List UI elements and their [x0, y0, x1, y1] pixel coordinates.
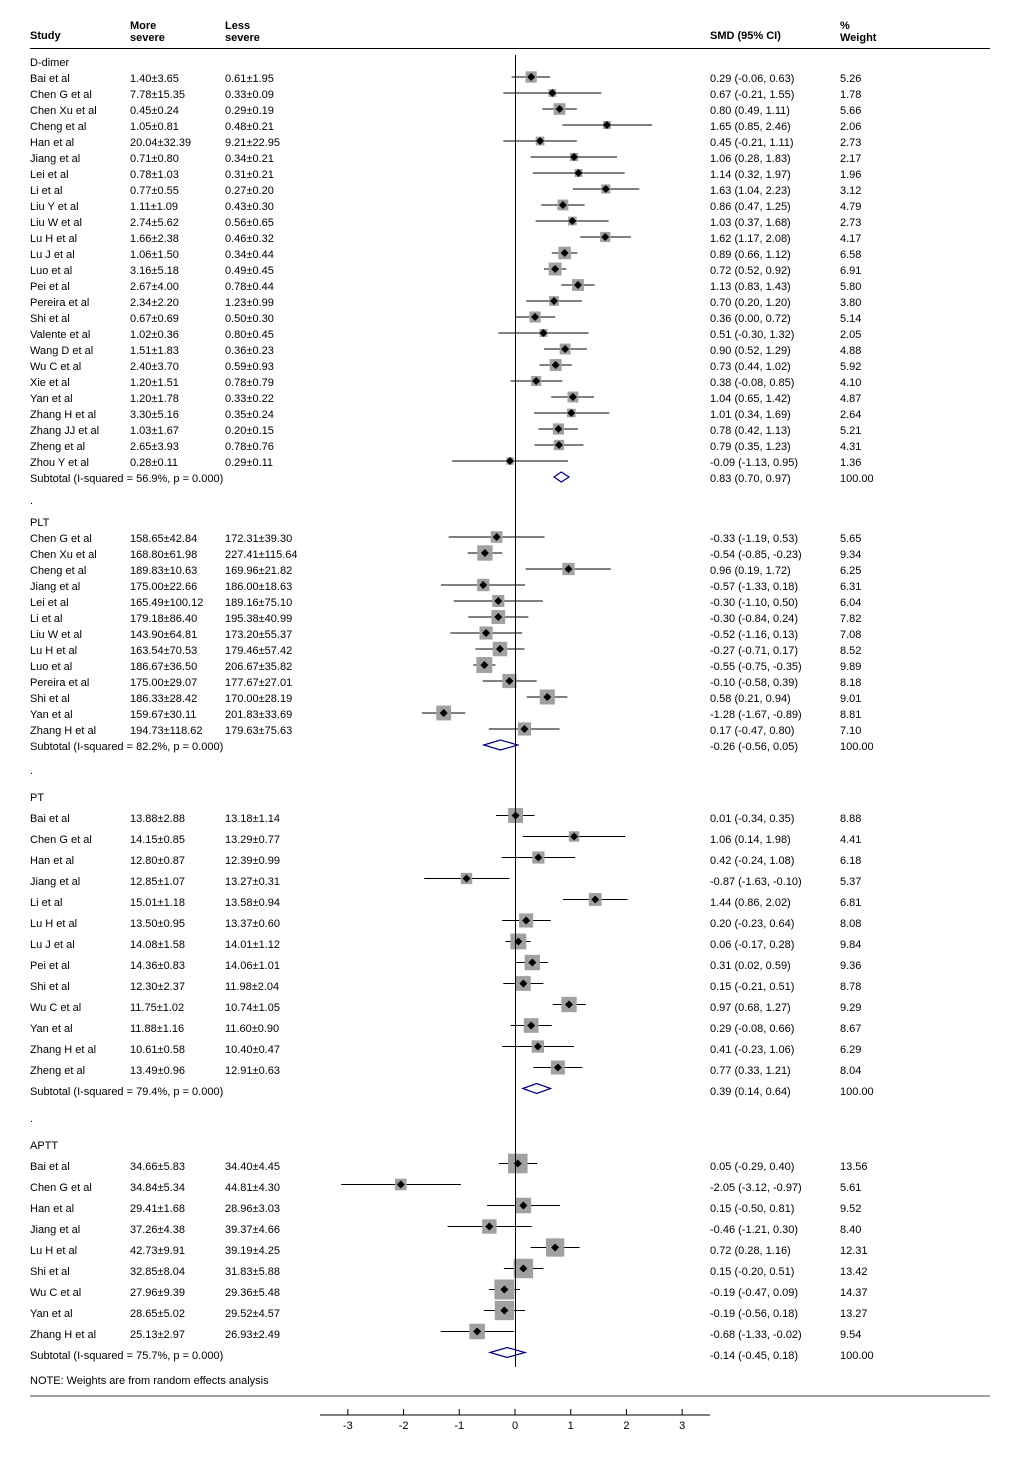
svg-text:2: 2 — [623, 1420, 629, 1432]
header-plot — [320, 20, 710, 44]
header-rule — [30, 48, 990, 49]
group-pt: .PTBai et al13.88±2.8813.18±1.140.01 (-0… — [30, 761, 990, 1103]
table-header: Study More severe Less severe SMD (95% C… — [30, 20, 990, 44]
svg-text:0: 0 — [512, 1420, 518, 1432]
footnote: NOTE: Weights are from random effects an… — [30, 1375, 990, 1387]
header-more: More severe — [130, 20, 225, 44]
header-study: Study — [30, 20, 130, 44]
subtotal-row: Subtotal (I-squared = 79.4%, p = 0.000)0… — [30, 1082, 990, 1103]
subtotal-row: Subtotal (I-squared = 56.9%, p = 0.000)0… — [30, 471, 990, 487]
svg-text:-2: -2 — [399, 1420, 409, 1432]
header-weight: % Weight — [840, 20, 900, 44]
forest-body: D-dimerBai et al1.40±3.650.61±1.950.29 (… — [30, 55, 990, 1367]
svg-text:3: 3 — [679, 1420, 685, 1432]
svg-text:-3: -3 — [343, 1420, 353, 1432]
header-less: Less severe — [225, 20, 320, 44]
svg-text:-1: -1 — [454, 1420, 464, 1432]
subtotal-row: Subtotal (I-squared = 75.7%, p = 0.000)-… — [30, 1346, 990, 1367]
header-smd: SMD (95% CI) — [710, 20, 840, 44]
subtotal-row: Subtotal (I-squared = 82.2%, p = 0.000)-… — [30, 739, 990, 755]
group-d-dimer: D-dimerBai et al1.40±3.650.61±1.950.29 (… — [30, 55, 990, 487]
group-aptt: .APTTBai et al34.66±5.8334.40±4.450.05 (… — [30, 1109, 990, 1367]
svg-text:1: 1 — [568, 1420, 574, 1432]
group-plt: .PLTChen G et al158.65±42.84172.31±39.30… — [30, 493, 990, 755]
x-axis: -3 -2 -1 0 1 2 3 — [30, 1395, 990, 1455]
